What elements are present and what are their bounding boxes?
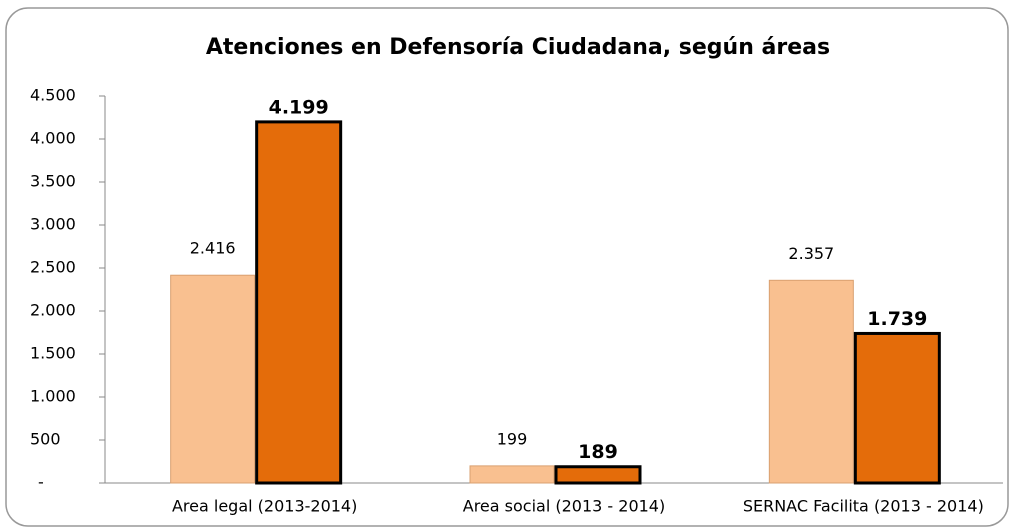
data-label: 189 [578,441,618,463]
y-tick-label: 2.500 [30,258,76,277]
y-tick-label: 1.000 [30,387,76,406]
y-tick-label: 2.000 [30,301,76,320]
y-tick-label: 3.500 [30,172,76,191]
bar [554,465,642,485]
bar [170,274,256,484]
y-tick-label: 3.000 [30,215,76,234]
data-label: 2.416 [190,239,236,258]
y-tick-label: 500 [30,430,61,449]
y-tick-label: 4.500 [30,86,76,105]
x-tick-label: Area social (2013 - 2014) [463,497,665,516]
y-tick-label: 4.000 [30,129,76,148]
y-tick-label: - [38,473,44,492]
bar [853,331,941,485]
x-tick-label: Area legal (2013-2014) [172,497,357,516]
data-label: 2.357 [788,244,834,263]
data-label: 1.739 [867,308,927,330]
bar [469,465,555,484]
data-label: 4.199 [269,96,329,118]
bar [255,120,343,485]
bar [768,279,854,484]
y-tick-label: 1.500 [30,344,76,363]
x-tick-label: SERNAC Facilita (2013 - 2014) [743,497,984,516]
data-label: 199 [497,429,528,448]
chart-title: Atenciones en Defensoría Ciudadana, segú… [206,35,830,60]
